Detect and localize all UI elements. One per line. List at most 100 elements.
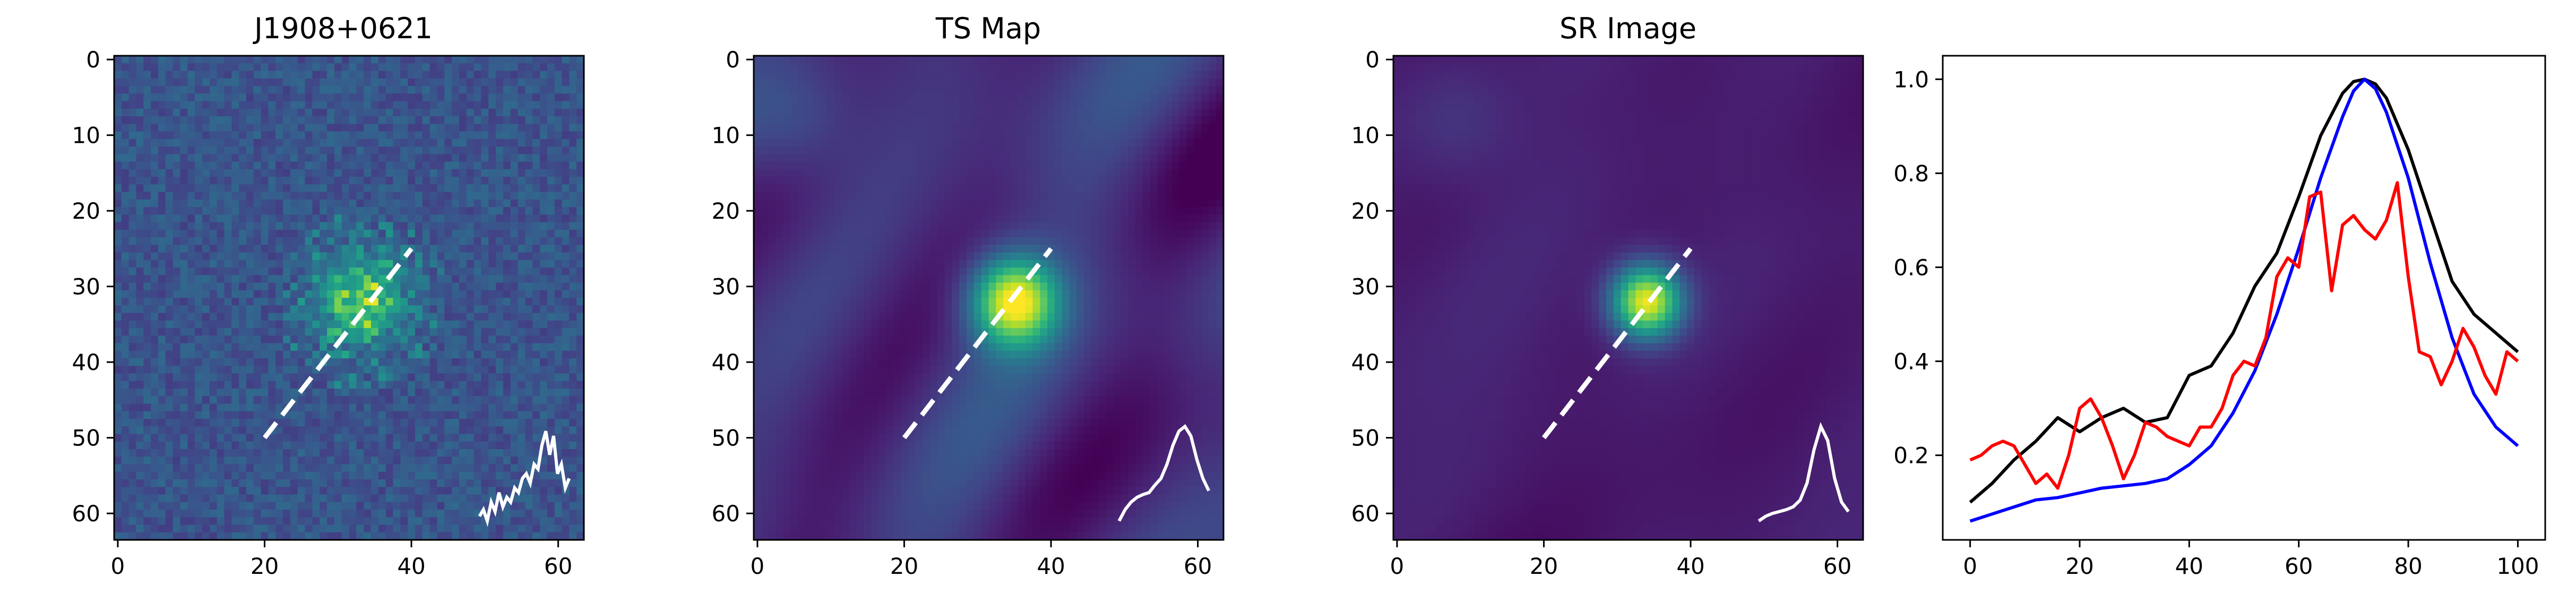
heatmap-cell <box>312 184 320 193</box>
heatmap-cell <box>1076 93 1084 102</box>
heatmap-cell <box>239 419 247 427</box>
heatmap-cell <box>275 199 283 208</box>
heatmap-cell <box>569 487 577 495</box>
heatmap-cell <box>1135 147 1143 154</box>
heatmap-cell <box>283 457 291 465</box>
heatmap-cell <box>253 268 262 276</box>
heatmap-cell <box>187 411 195 419</box>
heatmap-cell <box>422 419 430 427</box>
heatmap-cell <box>364 214 372 223</box>
heatmap-cell <box>547 214 555 223</box>
heatmap-cell <box>973 63 982 72</box>
heatmap-cell <box>173 358 181 366</box>
heatmap-cell <box>341 366 350 374</box>
heatmap-cell <box>444 207 452 215</box>
heatmap-cell <box>473 290 482 298</box>
heatmap-cell <box>1106 93 1114 102</box>
heatmap-cell <box>1135 56 1143 64</box>
heatmap-cell <box>820 124 828 132</box>
heatmap-cell <box>459 403 467 412</box>
heatmap-cell <box>466 396 475 405</box>
heatmap-cell <box>268 214 276 223</box>
heatmap-cell <box>812 139 821 147</box>
heatmap-cell <box>503 93 511 102</box>
heatmap-cell <box>1142 124 1151 132</box>
heatmap-cell <box>864 131 872 140</box>
heatmap-cell <box>452 389 460 397</box>
heatmap-cell <box>371 268 379 276</box>
heatmap-cell <box>444 237 452 245</box>
heatmap-cell <box>481 298 489 306</box>
heatmap-cell <box>261 494 269 503</box>
heatmap-cell <box>371 154 379 162</box>
heatmap-cell <box>231 161 239 170</box>
heatmap-cell <box>481 426 489 435</box>
heatmap-cell <box>158 479 166 487</box>
heatmap-cell <box>1157 86 1165 94</box>
heatmap-cell <box>959 71 967 79</box>
heatmap-cell <box>202 403 210 412</box>
heatmap-cell <box>1209 78 1217 87</box>
heatmap-cell <box>356 139 364 147</box>
heatmap-cell <box>327 366 335 374</box>
heatmap-cell <box>518 298 525 306</box>
heatmap-cell <box>385 131 394 140</box>
heatmap-cell <box>481 229 489 238</box>
heatmap-cell <box>812 78 821 87</box>
heatmap-cell <box>893 116 901 124</box>
heatmap-cell <box>466 479 475 487</box>
heatmap-cell <box>488 63 496 72</box>
heatmap-cell <box>1076 63 1084 72</box>
heatmap-cell <box>481 434 489 442</box>
heatmap-cell <box>459 336 467 344</box>
heatmap-cell <box>231 343 239 351</box>
heatmap-cell <box>452 93 460 102</box>
heatmap-cell <box>437 494 445 503</box>
heatmap-cell <box>239 139 247 147</box>
heatmap-cell <box>496 403 504 412</box>
heatmap-cell <box>261 403 269 412</box>
heatmap-cell <box>444 336 452 344</box>
heatmap-cell <box>488 147 496 154</box>
heatmap-cell <box>385 464 394 472</box>
heatmap-cell <box>834 131 842 140</box>
heatmap-cell <box>562 124 570 132</box>
heatmap-cell <box>1018 108 1026 117</box>
heatmap-cell <box>510 245 519 253</box>
heatmap-cell <box>312 252 320 261</box>
heatmap-cell <box>173 411 181 419</box>
heatmap-cell <box>1209 131 1217 140</box>
heatmap-cell <box>1186 147 1195 154</box>
heatmap-cell <box>488 56 496 64</box>
heatmap-cell <box>275 147 283 154</box>
heatmap-cell <box>195 350 203 359</box>
heatmap-cell <box>496 524 504 533</box>
heatmap-cell <box>341 449 350 457</box>
heatmap-cell <box>114 282 122 291</box>
heatmap-cell <box>452 268 460 276</box>
heatmap-cell <box>1209 139 1217 147</box>
heatmap-cell <box>1172 93 1180 102</box>
heatmap-cell <box>378 71 386 79</box>
heatmap-cell <box>510 396 519 405</box>
heatmap-cell <box>371 434 379 442</box>
heatmap-cell <box>320 260 328 268</box>
heatmap-cell <box>151 237 159 245</box>
heatmap-cell <box>1025 131 1033 140</box>
heatmap-cell <box>349 268 357 276</box>
heatmap-cell <box>275 63 283 72</box>
heatmap-cell <box>180 169 188 177</box>
heatmap-cell <box>224 381 232 389</box>
heatmap-cell <box>408 464 416 472</box>
heatmap-cell <box>415 381 423 389</box>
heatmap-cell <box>364 63 372 72</box>
heatmap-cell <box>488 222 496 230</box>
heatmap-cell <box>297 63 306 72</box>
heatmap-cell <box>275 282 283 291</box>
heatmap-cell <box>562 199 570 208</box>
heatmap-cell <box>1054 108 1063 117</box>
heatmap-cell <box>349 411 357 419</box>
heatmap-cell <box>385 78 394 87</box>
heatmap-cell <box>114 373 122 382</box>
heatmap-cell <box>290 108 298 117</box>
